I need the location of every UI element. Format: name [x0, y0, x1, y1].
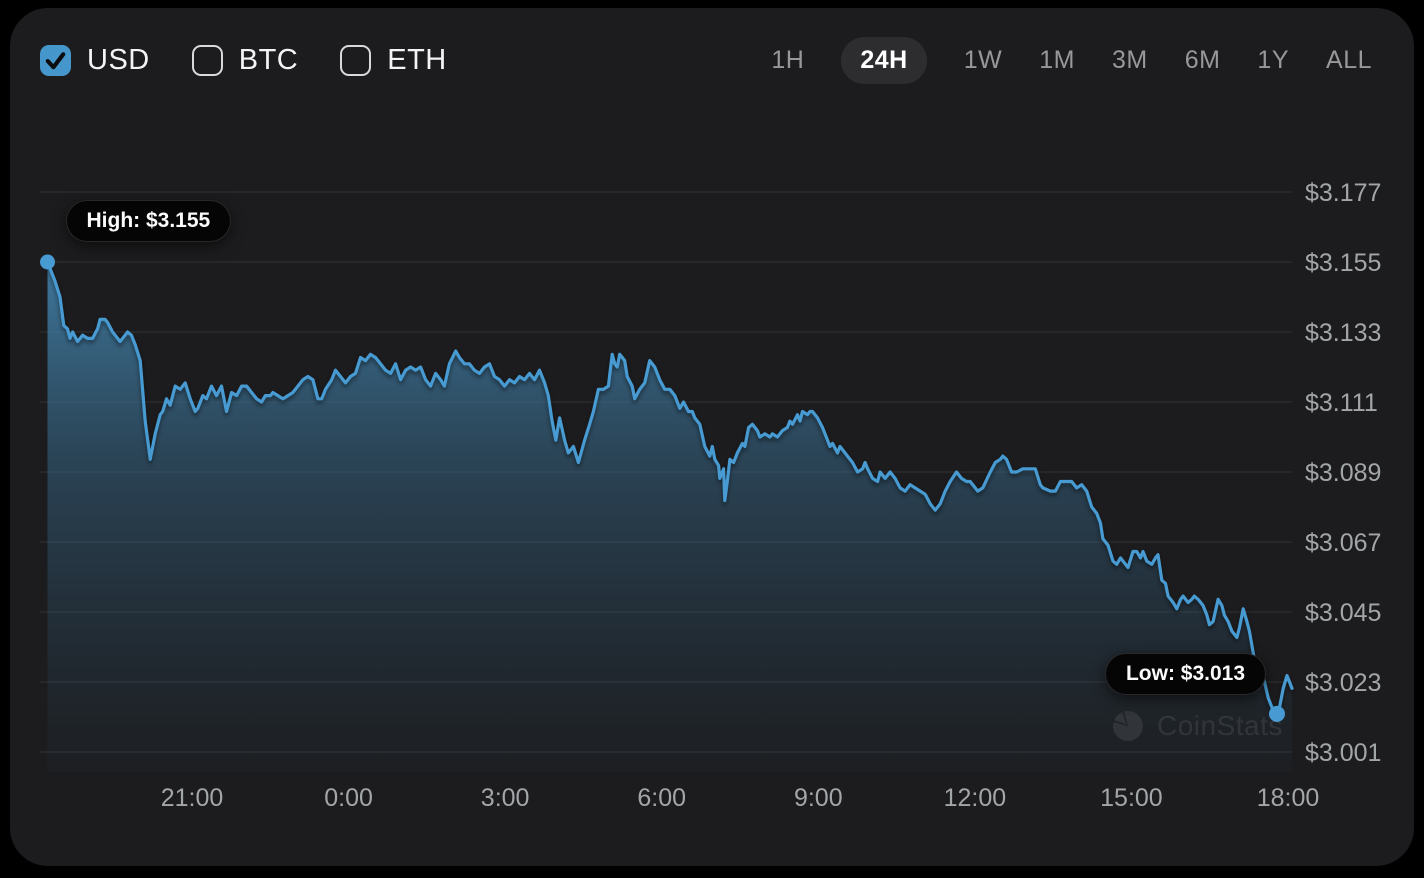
y-tick-label: $3.155 — [1305, 249, 1381, 277]
x-tick-label: 0:00 — [324, 784, 373, 812]
y-tick-label: $3.089 — [1305, 459, 1381, 487]
time-range-3m[interactable]: 3M — [1111, 45, 1148, 74]
price-area — [47, 262, 1292, 772]
currency-label: BTC — [238, 43, 299, 76]
watermark-text: CoinStats — [1157, 710, 1283, 741]
time-range-group: 1H 24H 1W 1M 3M 6M 1Y ALL — [771, 36, 1372, 84]
currency-label: USD — [87, 43, 150, 76]
price-line — [45, 260, 1294, 716]
currency-option-eth[interactable]: ETH — [340, 44, 447, 77]
time-range-1h[interactable]: 1H — [771, 45, 805, 74]
x-tick-label: 18:00 — [1257, 784, 1320, 812]
y-tick-label: $3.023 — [1305, 669, 1381, 697]
currency-option-usd[interactable]: USD — [40, 44, 150, 77]
y-tick-label: $3.133 — [1305, 319, 1381, 347]
coinstats-logo-icon — [1112, 710, 1143, 741]
x-tick-label: 6:00 — [637, 784, 686, 812]
time-range-all[interactable]: ALL — [1326, 45, 1372, 74]
high-point-dot — [40, 254, 56, 270]
x-tick-label: 3:00 — [481, 784, 530, 812]
checkbox-eth[interactable] — [340, 44, 372, 76]
currency-option-btc[interactable]: BTC — [191, 43, 299, 77]
y-tick-label: $3.045 — [1305, 599, 1381, 627]
y-tick-label: $3.001 — [1305, 739, 1381, 767]
low-tooltip: Low: $3.013 — [1104, 652, 1267, 695]
checkbox-btc[interactable] — [191, 44, 223, 76]
y-tick-label: $3.111 — [1305, 389, 1378, 417]
x-tick-label: 12:00 — [944, 784, 1007, 812]
time-range-1m[interactable]: 1M — [1039, 45, 1075, 74]
currency-label: ETH — [387, 43, 447, 76]
time-range-24h[interactable]: 24H — [841, 36, 927, 84]
x-tick-label: 15:00 — [1100, 784, 1163, 812]
time-range-1w[interactable]: 1W — [963, 45, 1003, 74]
time-range-6m[interactable]: 6M — [1184, 45, 1221, 74]
x-tick-label: 21:00 — [161, 784, 224, 812]
currency-toggle-group: USD BTC ETH — [40, 38, 447, 82]
high-tooltip: High: $3.155 — [65, 200, 232, 242]
y-tick-label: $3.067 — [1305, 529, 1381, 557]
checkmark-icon — [45, 51, 66, 69]
x-tick-label: 9:00 — [794, 784, 843, 812]
checkbox-usd-checked[interactable] — [40, 44, 71, 76]
coinstats-watermark: CoinStats — [1110, 708, 1283, 744]
low-point-dot — [1268, 705, 1285, 722]
y-tick-label: $3.177 — [1305, 179, 1381, 207]
time-range-1y[interactable]: 1Y — [1257, 45, 1290, 74]
